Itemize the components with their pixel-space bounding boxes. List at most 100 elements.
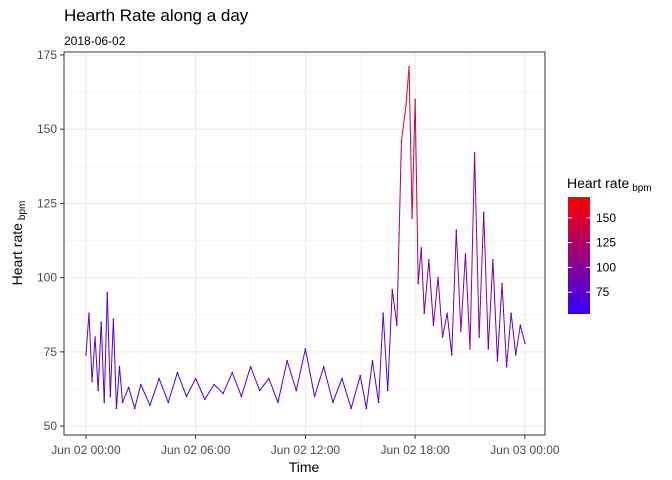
- data-point: [510, 312, 512, 315]
- data-point: [286, 359, 288, 362]
- y-tick-label: 175: [37, 48, 57, 62]
- data-point: [505, 365, 508, 368]
- line-segment: [474, 152, 480, 338]
- data-point: [85, 354, 87, 356]
- data-point: [94, 336, 96, 338]
- line-segment: [451, 229, 457, 356]
- data-point: [322, 365, 325, 368]
- minor-gridlines: [64, 52, 545, 435]
- data-point: [524, 342, 526, 344]
- x-axis: Jun 02 00:00 Jun 02 06:00 Jun 02 12:00 Jun …: [51, 435, 560, 457]
- data-point: [140, 383, 142, 386]
- data-point: [423, 312, 426, 315]
- line-segment: [268, 378, 279, 403]
- data-point: [115, 407, 118, 410]
- line-segment: [365, 360, 373, 409]
- line-segment: [88, 312, 93, 383]
- data-point: [133, 407, 136, 410]
- data-point: [469, 348, 471, 350]
- data-point: [185, 395, 188, 398]
- data-point: [365, 407, 368, 410]
- data-point: [492, 259, 494, 261]
- data-point: [382, 312, 384, 315]
- line-segment: [204, 384, 215, 400]
- data-point: [519, 324, 522, 326]
- data-point: [377, 401, 380, 404]
- line-segment: [323, 366, 334, 403]
- line-segment: [314, 366, 325, 397]
- line-segment: [149, 378, 160, 406]
- legend-tick-label: 75: [596, 285, 610, 299]
- line-segment: [460, 253, 466, 332]
- line-segment: [378, 312, 384, 403]
- line-segment: [304, 348, 316, 397]
- y-axis: 50 75 100 125 150 175: [37, 48, 64, 433]
- data-point: [487, 348, 490, 350]
- line-segment: [501, 283, 508, 368]
- line-segment: [411, 99, 416, 219]
- data-point: [417, 282, 420, 285]
- line-segment: [455, 229, 462, 332]
- line-segment: [350, 375, 361, 409]
- data-point: [213, 383, 215, 386]
- line-segment: [277, 360, 288, 403]
- data-point: [386, 389, 389, 392]
- line-segment: [414, 99, 419, 285]
- data-point: [371, 359, 374, 362]
- data-point: [109, 395, 112, 398]
- line-segment: [405, 66, 410, 106]
- x-tick-label: Jun 02 18:00: [380, 443, 450, 457]
- y-tick-label: 100: [37, 271, 57, 285]
- line-segment: [286, 360, 297, 391]
- data-point: [396, 324, 398, 326]
- data-point: [149, 404, 151, 407]
- x-tick-label: Jun 03 00:00: [490, 443, 560, 457]
- line-segment: [100, 321, 105, 403]
- data-point: [450, 354, 453, 356]
- line-segment: [483, 211, 489, 350]
- data-point: [496, 359, 499, 362]
- x-tick-label: Jun 02 12:00: [271, 443, 341, 457]
- line-segment: [510, 312, 517, 356]
- data-point: [359, 374, 362, 377]
- line-segment: [158, 378, 169, 403]
- line-segment: [400, 104, 407, 142]
- line-segment: [506, 312, 512, 368]
- line-segment: [417, 247, 422, 285]
- line-segment: [213, 384, 224, 394]
- line-segment: [259, 378, 270, 391]
- line-segment: [240, 366, 252, 397]
- y-tick-label: 125: [37, 196, 57, 210]
- line-segment: [231, 372, 242, 397]
- data-point: [88, 312, 90, 315]
- data-point: [158, 377, 160, 380]
- data-point: [240, 395, 243, 398]
- line-segment: [332, 378, 343, 403]
- line-segment: [103, 291, 108, 403]
- line-segment: [128, 387, 136, 409]
- data-point: [194, 377, 197, 380]
- line-segment: [469, 152, 476, 350]
- legend-title: Heart rate bpm: [567, 175, 652, 194]
- data-point: [464, 253, 467, 255]
- line-segment: [91, 336, 96, 383]
- line-segment: [85, 312, 90, 356]
- data-point: [428, 259, 430, 261]
- x-tick-label: Jun 02 00:00: [51, 443, 121, 457]
- line-segment: [423, 259, 430, 314]
- line-segment: [492, 259, 498, 362]
- line-segment: [396, 140, 402, 326]
- chart-subtitle: 2018-06-02: [64, 34, 126, 48]
- data-point: [441, 336, 444, 338]
- data-point: [501, 282, 503, 285]
- line-segment: [94, 336, 99, 391]
- legend-ticks: 75 100 125 150: [568, 211, 616, 299]
- data-point: [420, 247, 423, 249]
- plot-border: [63, 51, 546, 436]
- line-segment: [387, 289, 393, 391]
- data-point: [176, 371, 179, 374]
- data-point: [446, 312, 448, 315]
- data-point: [167, 401, 170, 404]
- x-axis-title: Time: [289, 459, 320, 475]
- data-point: [514, 354, 517, 356]
